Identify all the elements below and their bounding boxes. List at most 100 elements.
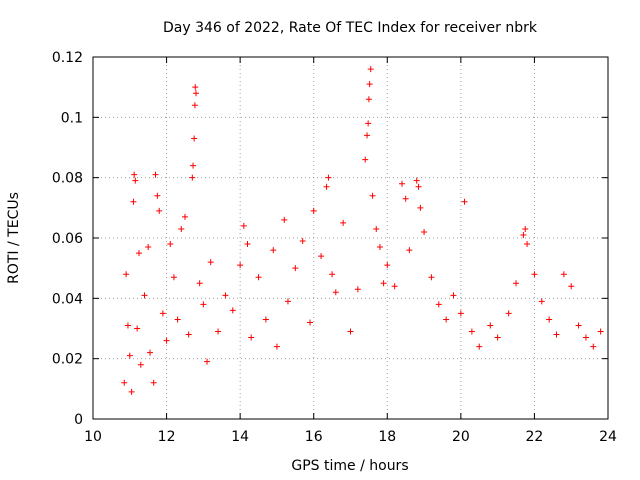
data-point (154, 192, 161, 199)
data-point (262, 316, 269, 323)
y-tick-label: 0 (74, 412, 83, 428)
y-tick-label: 0.02 (52, 352, 83, 368)
data-point (170, 274, 177, 281)
data-point (299, 238, 306, 245)
data-point (131, 171, 138, 178)
data-point (147, 349, 154, 356)
grid-lines (93, 57, 608, 419)
data-point (273, 343, 280, 350)
y-tick-label: 0.04 (52, 291, 83, 307)
data-point (124, 322, 131, 329)
data-point (369, 192, 376, 199)
data-point (597, 328, 604, 335)
y-tick-label: 0.06 (52, 231, 83, 247)
data-point (189, 174, 196, 181)
x-tick-label: 18 (378, 429, 396, 445)
data-point (417, 204, 424, 211)
data-point (402, 195, 409, 202)
data-point (240, 222, 247, 229)
data-point (505, 310, 512, 317)
data-point (128, 388, 135, 395)
data-point (365, 96, 372, 103)
data-point (354, 286, 361, 293)
data-point (323, 183, 330, 190)
y-axis-ticks: 0 0.02 0.04 0.06 0.08 0.1 0.12 (52, 50, 608, 428)
data-point (568, 283, 575, 290)
data-point (524, 241, 531, 248)
data-point (560, 271, 567, 278)
data-point (237, 262, 244, 269)
data-point (522, 225, 529, 232)
data-point (413, 177, 420, 184)
data-point (362, 156, 369, 163)
data-point (156, 207, 163, 214)
data-point (538, 298, 545, 305)
data-point (207, 259, 214, 266)
data-point (367, 66, 374, 73)
data-point (415, 183, 422, 190)
data-point (376, 244, 383, 251)
x-tick-label: 16 (305, 429, 323, 445)
data-point (134, 325, 141, 332)
data-point (229, 307, 236, 314)
data-point (135, 250, 142, 257)
data-point (582, 334, 589, 341)
data-point (391, 283, 398, 290)
data-point (553, 331, 560, 338)
data-point (181, 213, 188, 220)
data-point (380, 280, 387, 287)
data-point (150, 379, 157, 386)
data-point (461, 198, 468, 205)
data-point (520, 231, 527, 238)
data-point (284, 298, 291, 305)
data-point (366, 81, 373, 88)
data-point (428, 274, 435, 281)
data-point (450, 292, 457, 299)
data-point (332, 289, 339, 296)
data-point (167, 241, 174, 248)
data-point (191, 102, 198, 109)
data-point (200, 301, 207, 308)
data-point (255, 274, 262, 281)
data-point (132, 177, 139, 184)
data-point (468, 328, 475, 335)
data-point (121, 379, 128, 386)
data-point (531, 271, 538, 278)
x-tick-label: 20 (452, 429, 470, 445)
data-point (192, 84, 199, 91)
data-point (476, 343, 483, 350)
data-point (204, 358, 211, 365)
data-point (347, 328, 354, 335)
data-point (457, 310, 464, 317)
x-axis-label: GPS time / hours (291, 458, 408, 474)
data-point (292, 265, 299, 272)
x-tick-label: 14 (231, 429, 249, 445)
y-tick-label: 0.08 (52, 171, 83, 187)
data-point (281, 216, 288, 223)
data-point (126, 352, 133, 359)
data-point (145, 244, 152, 251)
y-tick-label: 0.1 (61, 110, 83, 126)
data-point (130, 198, 137, 205)
data-point (364, 132, 371, 139)
data-point (163, 337, 170, 344)
data-point (159, 310, 166, 317)
data-point (329, 271, 336, 278)
data-point (141, 292, 148, 299)
data-point (575, 322, 582, 329)
x-tick-label: 24 (599, 429, 617, 445)
data-point (152, 171, 159, 178)
data-point (307, 319, 314, 326)
data-point (137, 361, 144, 368)
data-point (174, 316, 181, 323)
data-point (178, 225, 185, 232)
data-point (191, 135, 198, 142)
x-tick-label: 22 (526, 429, 544, 445)
data-point (190, 162, 197, 169)
data-point (270, 247, 277, 254)
data-point (310, 207, 317, 214)
x-tick-label: 12 (158, 429, 176, 445)
data-points (121, 66, 604, 395)
data-point (487, 322, 494, 329)
